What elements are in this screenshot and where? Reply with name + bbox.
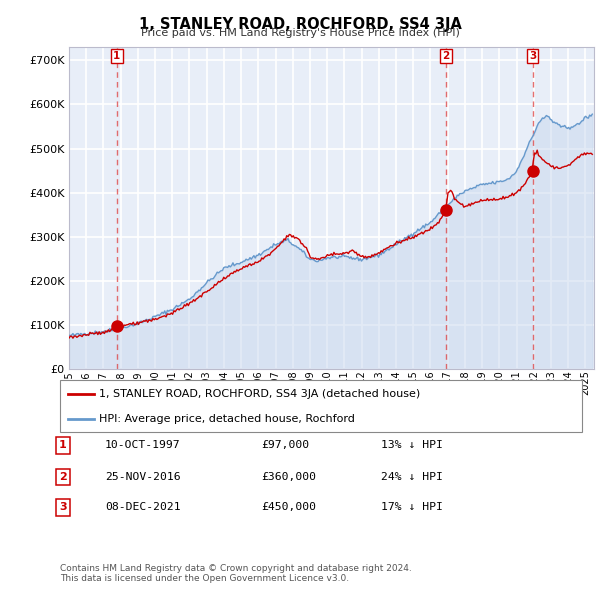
Text: 1: 1 xyxy=(113,51,121,61)
Text: Contains HM Land Registry data © Crown copyright and database right 2024.
This d: Contains HM Land Registry data © Crown c… xyxy=(60,563,412,583)
Text: 2: 2 xyxy=(59,472,67,481)
Text: £450,000: £450,000 xyxy=(261,503,316,512)
Text: HPI: Average price, detached house, Rochford: HPI: Average price, detached house, Roch… xyxy=(99,414,355,424)
Text: 08-DEC-2021: 08-DEC-2021 xyxy=(105,503,181,512)
Text: Price paid vs. HM Land Registry's House Price Index (HPI): Price paid vs. HM Land Registry's House … xyxy=(140,28,460,38)
Text: 10-OCT-1997: 10-OCT-1997 xyxy=(105,441,181,450)
Text: 1, STANLEY ROAD, ROCHFORD, SS4 3JA (detached house): 1, STANLEY ROAD, ROCHFORD, SS4 3JA (deta… xyxy=(99,389,421,399)
Text: 13% ↓ HPI: 13% ↓ HPI xyxy=(381,441,443,450)
Text: 25-NOV-2016: 25-NOV-2016 xyxy=(105,472,181,481)
Text: 1, STANLEY ROAD, ROCHFORD, SS4 3JA: 1, STANLEY ROAD, ROCHFORD, SS4 3JA xyxy=(139,17,461,31)
Text: £360,000: £360,000 xyxy=(261,472,316,481)
Text: 1: 1 xyxy=(59,441,67,450)
Text: 3: 3 xyxy=(529,51,536,61)
FancyBboxPatch shape xyxy=(60,380,582,432)
Text: £97,000: £97,000 xyxy=(261,441,309,450)
Text: 24% ↓ HPI: 24% ↓ HPI xyxy=(381,472,443,481)
Text: 3: 3 xyxy=(59,503,67,512)
Text: 2: 2 xyxy=(442,51,449,61)
Text: 17% ↓ HPI: 17% ↓ HPI xyxy=(381,503,443,512)
